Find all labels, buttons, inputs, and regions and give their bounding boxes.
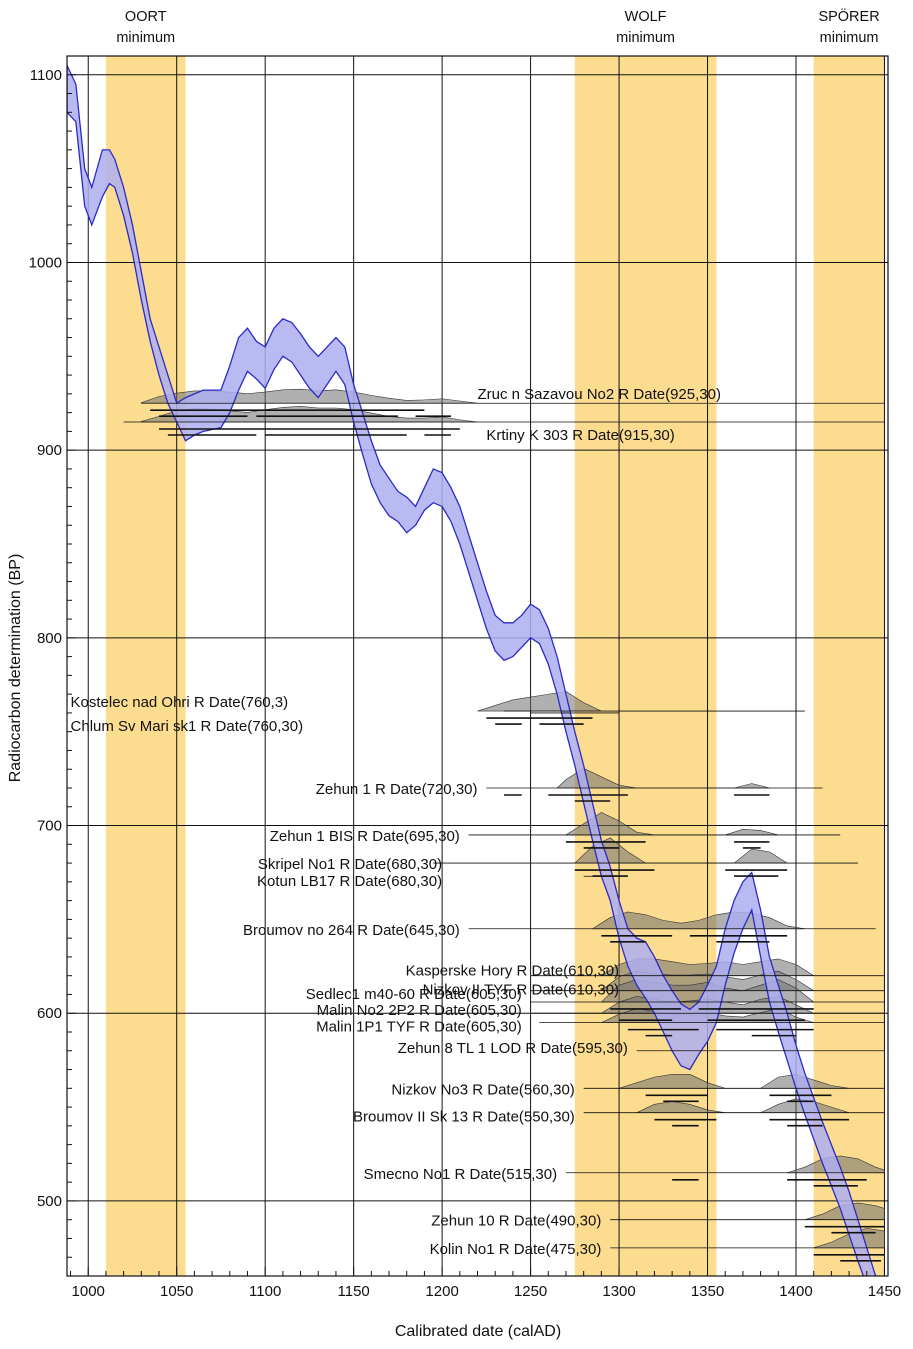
grid xyxy=(67,56,888,1276)
sample-label-14: Zehun 8 TL 1 LOD R Date(595,30) xyxy=(398,1040,628,1057)
band-title-1: WOLF xyxy=(625,9,667,25)
x-tick-label-1400: 1400 xyxy=(779,1283,812,1300)
y-tick-label-700: 700 xyxy=(37,818,62,835)
band-title-0: OORT xyxy=(125,9,167,25)
band-oort xyxy=(105,56,186,1276)
band-subtitle-0: minimum xyxy=(116,30,175,46)
x-tick-label-1000: 1000 xyxy=(72,1283,105,1300)
x-tick-label-1200: 1200 xyxy=(425,1283,458,1300)
sample-label-12: Malin No2 2P2 R Date(605,30) xyxy=(317,1002,522,1019)
sample-label-2: Kostelec nad Ohri R Date(760,3) xyxy=(71,694,289,711)
y-axis-label: Radiocarbon determination (BP) xyxy=(7,554,24,783)
x-tick-label-1450: 1450 xyxy=(868,1283,901,1300)
sample-label-9: Kasperske Hory R Date(610,30) xyxy=(406,963,619,980)
solar-minima-bands xyxy=(105,56,885,1276)
distribution-2 xyxy=(477,691,602,712)
axes xyxy=(66,55,889,1277)
y-tick-label-600: 600 xyxy=(37,1005,62,1022)
sample-label-16: Broumov II Sk 13 R Date(550,30) xyxy=(353,1109,575,1126)
curve-envelope xyxy=(67,65,877,1276)
sample-label-8: Broumov no 264 R Date(645,30) xyxy=(243,922,460,939)
x-tick-label-1250: 1250 xyxy=(514,1283,547,1300)
sample-label-19: Kolin No1 R Date(475,30) xyxy=(430,1241,602,1258)
sample-label-1: Krtiny K 303 R Date(915,30) xyxy=(486,427,674,444)
sample-label-17: Smecno No1 R Date(515,30) xyxy=(364,1166,557,1183)
sample-label-18: Zehun 10 R Date(490,30) xyxy=(431,1213,601,1230)
band-spörer xyxy=(813,56,885,1276)
band-subtitle-2: minimum xyxy=(820,30,879,46)
band-subtitle-1: minimum xyxy=(616,30,675,46)
y-tick-label-800: 800 xyxy=(37,630,62,647)
sample-label-11: Sedlec1 m40-60 R Date(605,30) xyxy=(306,986,522,1003)
text-labels: Calibrated date (calAD) Radiocarbon dete… xyxy=(7,7,901,1340)
sample-label-15: Nizkov No3 R Date(560,30) xyxy=(391,1081,574,1098)
sample-label-4: Zehun 1 R Date(720,30) xyxy=(316,781,478,798)
x-axis-label: Calibrated date (calAD) xyxy=(395,1323,561,1340)
x-tick-label-1050: 1050 xyxy=(160,1283,193,1300)
sample-label-5: Zehun 1 BIS R Date(695,30) xyxy=(270,828,460,845)
x-tick-label-1150: 1150 xyxy=(338,1283,370,1300)
x-tick-label-1300: 1300 xyxy=(602,1283,635,1300)
sample-annotations: Zruc n Sazavou No2 R Date(925,30) Krtiny … xyxy=(71,386,885,1262)
y-tick-label-1000: 1000 xyxy=(29,254,62,271)
x-tick-label-1100: 1100 xyxy=(249,1283,281,1300)
distribution-8 xyxy=(591,911,805,930)
calibration-curve xyxy=(67,65,877,1276)
sample-label-13: Malin 1P1 TYF R Date(605,30) xyxy=(316,1019,522,1036)
sample-label-6: Skripel No1 R Date(680,30) xyxy=(258,856,442,873)
sample-label-7: Kotun LB17 R Date(680,30) xyxy=(257,873,442,890)
distribution-4 xyxy=(556,768,770,789)
band-title-2: SPÖRER xyxy=(818,7,879,25)
x-tick-label-1350: 1350 xyxy=(691,1283,724,1300)
y-tick-label-500: 500 xyxy=(37,1193,62,1210)
y-tick-label-1100: 1100 xyxy=(30,67,62,84)
band-wolf xyxy=(574,56,717,1276)
sample-label-10: Nizkov II TYF R Date(610,30) xyxy=(423,982,619,999)
y-tick-label-900: 900 xyxy=(37,442,62,459)
sample-label-0: Zruc n Sazavou No2 R Date(925,30) xyxy=(478,386,721,403)
sample-label-3: Chlum Sv Mari sk1 R Date(760,30) xyxy=(71,718,304,735)
